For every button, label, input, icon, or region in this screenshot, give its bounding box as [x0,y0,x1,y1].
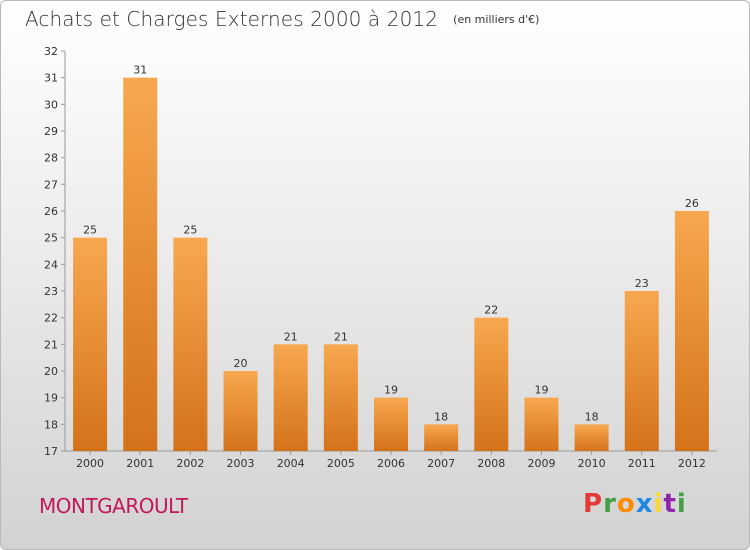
y-axis: 17 18 19 20 21 22 23 24 25 26 27 28 29 30 31 32 [44,45,66,458]
x-tick-label: 2000 [76,457,104,470]
city-label: MONTGAROULT [39,494,188,518]
data-label: 31 [133,64,147,77]
brand-logo: Proxiti [583,489,687,519]
x-tick-label: 2005 [327,457,355,470]
y-tick-label: 26 [44,205,58,218]
bar [574,424,609,451]
data-label: 19 [534,384,548,397]
bar [73,237,108,451]
y-tick-label: 18 [44,418,58,431]
bar [123,77,158,452]
brand-letter: o [616,489,636,519]
data-label: 25 [83,224,97,237]
brand-letter: x [635,489,654,519]
x-tick-label: 2001 [126,457,154,470]
y-tick-label: 21 [44,338,58,351]
y-tick-label: 24 [44,258,58,271]
data-label: 25 [183,224,197,237]
title-row: Achats et Charges Externes 2000 à 2012 (… [25,7,539,31]
brand-letter: t [663,489,677,519]
y-tick-label: 23 [44,285,58,298]
data-label: 23 [635,277,649,290]
y-tick-label: 22 [44,312,58,325]
y-tick-label: 30 [44,98,58,111]
y-tick-label: 31 [44,72,58,85]
y-tick-label: 17 [44,445,58,458]
bar [173,237,208,451]
brand-letter: i [653,489,664,519]
y-tick-label: 25 [44,232,58,245]
x-tick-label: 2002 [176,457,204,470]
y-tick-label: 20 [44,365,58,378]
bar [524,397,559,451]
bar [424,424,459,451]
brand-letter: r [603,489,617,519]
y-tick-label: 28 [44,152,58,165]
data-label: 26 [685,197,699,210]
data-label: 22 [484,304,498,317]
x-tick-label: 2009 [527,457,555,470]
data-label: 21 [334,330,348,343]
bar [323,344,358,451]
x-tick-label: 2003 [227,457,255,470]
x-tick-label: 2004 [277,457,305,470]
data-labels: 25 31 25 20 21 21 19 18 22 19 18 23 26 [83,64,699,424]
brand-letter: P [583,489,604,519]
bar [624,291,659,451]
data-label: 19 [384,384,398,397]
x-tick-label: 2010 [578,457,606,470]
y-tick-label: 29 [44,125,58,138]
bar [374,397,408,451]
x-tick-label: 2012 [678,457,706,470]
y-tick-label: 27 [44,178,58,191]
data-label: 18 [434,410,448,423]
bar [223,371,258,451]
data-label: 21 [284,330,298,343]
brand-letter: i [676,489,687,519]
bar [474,317,509,451]
bar [273,344,308,451]
data-label: 18 [585,410,599,423]
y-tick-label: 19 [44,392,58,405]
chart-unit: (en milliers d'€) [453,13,540,26]
y-tick-label: 32 [44,45,58,58]
bars [73,77,709,455]
bar [674,211,709,451]
x-tick-label: 2011 [628,457,656,470]
chart-title: Achats et Charges Externes 2000 à 2012 [25,7,439,31]
data-label: 20 [234,357,248,370]
x-tick-label: 2006 [377,457,405,470]
x-tick-label: 2007 [427,457,455,470]
x-tick-label: 2008 [477,457,505,470]
